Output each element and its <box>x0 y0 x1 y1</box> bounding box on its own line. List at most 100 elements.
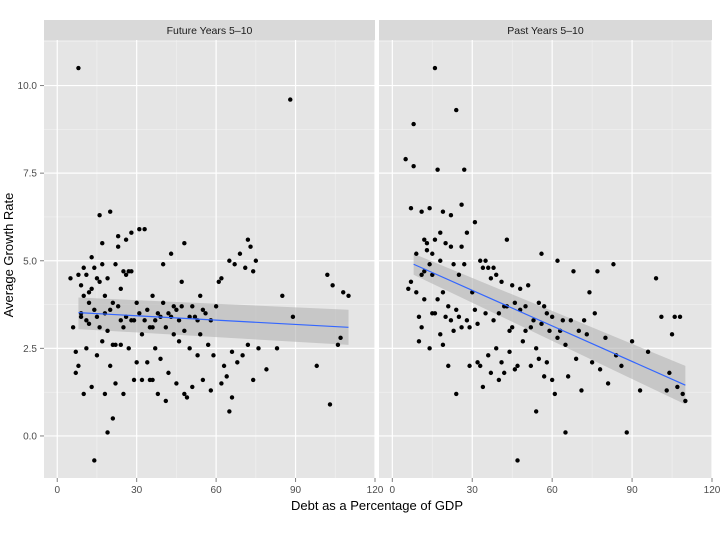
data-point <box>467 325 472 330</box>
data-point <box>163 325 169 330</box>
data-point <box>171 332 176 337</box>
data-point <box>92 458 97 463</box>
data-point <box>483 258 488 263</box>
data-point <box>171 304 176 309</box>
data-point <box>406 286 411 291</box>
facet-strip-label: Future Years 5–10 <box>167 25 253 37</box>
data-point <box>84 272 89 277</box>
data-point <box>89 286 94 291</box>
panel-background <box>379 40 712 478</box>
data-point <box>250 377 256 383</box>
data-point <box>76 272 81 277</box>
data-point <box>512 367 518 372</box>
data-point <box>597 367 603 372</box>
data-point <box>108 307 113 313</box>
data-point <box>100 339 105 344</box>
data-point <box>105 276 110 281</box>
data-point <box>89 255 94 260</box>
data-point <box>595 269 600 274</box>
data-point <box>227 258 232 263</box>
x-tick-label: 30 <box>467 485 479 496</box>
data-point <box>274 346 280 351</box>
data-point <box>462 262 467 267</box>
data-point <box>346 293 351 298</box>
data-point <box>446 363 451 369</box>
data-point <box>89 384 94 390</box>
data-point <box>475 360 480 365</box>
data-point <box>539 251 544 256</box>
y-tick-label: 10.0 <box>18 81 38 92</box>
data-point <box>182 391 187 397</box>
data-point <box>192 314 198 320</box>
data-point <box>589 360 595 365</box>
data-point <box>232 262 237 267</box>
data-point <box>150 293 155 298</box>
data-point <box>499 279 504 284</box>
data-point <box>240 353 245 358</box>
data-point <box>605 381 611 386</box>
data-point <box>118 342 123 348</box>
facet-strip <box>379 20 712 40</box>
data-point <box>549 314 555 320</box>
data-point <box>454 307 459 313</box>
data-point <box>419 272 424 277</box>
data-point <box>454 107 459 113</box>
data-point <box>182 241 187 246</box>
data-point <box>176 339 182 344</box>
data-point <box>86 290 92 295</box>
data-point <box>160 262 166 267</box>
data-point <box>440 209 446 214</box>
y-tick-label: 0.0 <box>23 431 37 442</box>
data-point <box>338 335 343 341</box>
data-point <box>330 283 335 288</box>
data-point <box>573 356 579 362</box>
data-point <box>137 227 142 232</box>
data-point <box>229 349 235 355</box>
data-point <box>528 363 534 369</box>
data-point <box>533 409 539 414</box>
data-point <box>568 318 574 323</box>
data-point <box>237 251 243 256</box>
data-point <box>250 269 256 274</box>
facet-panel-future: Future Years 5–10 0 30 60 90 120 <box>40 20 384 496</box>
data-point <box>472 220 478 225</box>
data-point <box>73 370 78 376</box>
data-point <box>115 304 121 309</box>
data-point <box>496 311 502 316</box>
x-tick-label: 120 <box>704 485 720 496</box>
data-point <box>158 356 163 362</box>
data-point <box>448 244 454 249</box>
data-point <box>97 213 102 218</box>
data-point <box>179 304 184 309</box>
y-tick-label: 5.0 <box>23 256 37 267</box>
data-point <box>422 297 427 302</box>
data-point <box>248 244 253 249</box>
data-point <box>208 388 214 393</box>
data-point <box>502 370 507 376</box>
data-point <box>195 353 200 358</box>
data-point <box>515 363 520 369</box>
data-point <box>555 258 560 263</box>
data-point <box>81 391 86 397</box>
data-point <box>205 342 211 348</box>
data-point <box>427 205 432 211</box>
data-point <box>153 346 158 351</box>
data-point <box>102 391 108 397</box>
data-point <box>480 265 486 270</box>
data-point <box>94 276 100 281</box>
data-point <box>683 398 688 404</box>
data-point <box>219 276 224 281</box>
data-point <box>504 237 510 242</box>
data-point <box>110 300 116 305</box>
data-point <box>200 377 206 383</box>
data-point <box>327 402 333 407</box>
data-point <box>478 363 483 369</box>
data-point <box>325 272 330 277</box>
data-point <box>680 391 685 397</box>
data-point <box>424 241 430 246</box>
data-point <box>168 251 174 256</box>
data-point <box>611 262 616 267</box>
data-point <box>129 269 134 274</box>
data-point <box>541 374 547 379</box>
data-point <box>446 304 451 309</box>
